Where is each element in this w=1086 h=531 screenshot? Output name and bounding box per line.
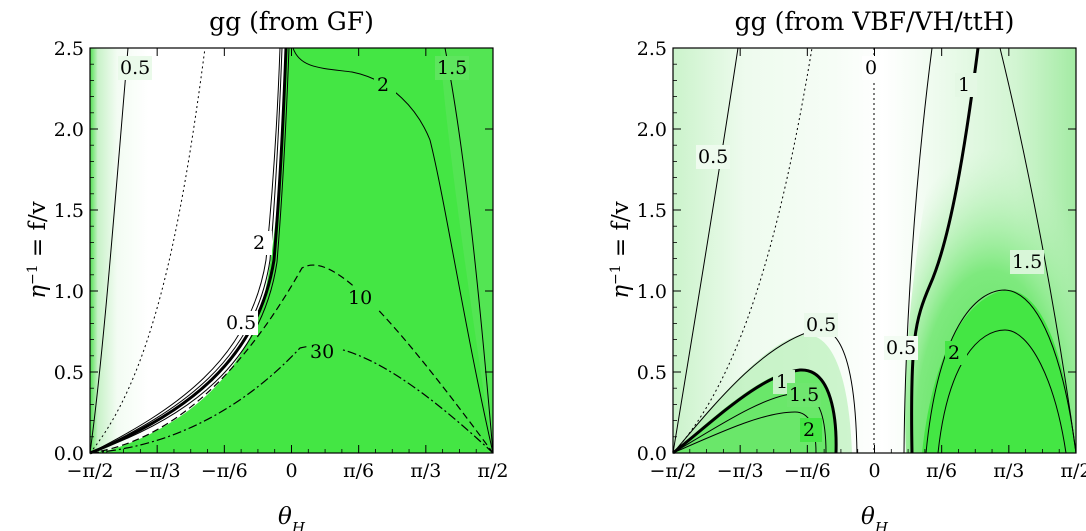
right-label-1.5-lobe: 1.5 <box>789 384 819 406</box>
right-ytick-label: 2.5 <box>637 38 667 60</box>
right-label-1.5-right: 1.5 <box>1012 251 1042 273</box>
right-xlabel: θH <box>861 504 889 531</box>
left-xtick-label: π/3 <box>410 460 441 482</box>
left-ylabel: η−1 = f/v <box>25 201 51 299</box>
right-label-0.5-lobe: 0.5 <box>806 314 836 336</box>
left-label-30: 30 <box>310 341 334 363</box>
right-ytick-label: 1.5 <box>637 200 667 222</box>
left-label-0.5-mid: 0.5 <box>226 312 256 334</box>
right-xtick-label: −π/3 <box>717 460 764 482</box>
left-xtick-label: −π/6 <box>201 460 248 482</box>
left-xtick-label: −π/3 <box>134 460 181 482</box>
right-label-2-lobe: 2 <box>803 419 815 441</box>
left-title: gg (from GF) <box>209 7 374 36</box>
right-label-0.5-top: 0.5 <box>698 146 728 168</box>
right-ytick-label: 2.0 <box>637 119 667 141</box>
left-label-0.5-top: 0.5 <box>120 57 150 79</box>
left-ytick-label: 1.0 <box>54 281 84 303</box>
right-xtick-label: π/3 <box>993 460 1024 482</box>
right-xtick-label: 0 <box>868 460 880 482</box>
left-ytick-label: 2.0 <box>54 119 84 141</box>
right-ytick-label: 1.0 <box>637 281 667 303</box>
right-label-0.5-right: 0.5 <box>886 337 916 359</box>
right-xtick-label: π/2 <box>1061 460 1086 482</box>
right-label-0: 0 <box>865 57 877 79</box>
left-ytick-label: 0.5 <box>54 362 84 384</box>
right-ytick-label: 0.5 <box>637 362 667 384</box>
right-xtick-label: −π/6 <box>784 460 831 482</box>
right-panel: 0 1 0.5 0.5 1 1.5 2 0.5 1.5 2 gg (from V… <box>608 7 1086 531</box>
left-ytick-label: 1.5 <box>54 200 84 222</box>
right-label-1-top: 1 <box>958 74 970 96</box>
right-label-1-lobe: 1 <box>776 371 788 393</box>
right-xtick-label: π/6 <box>926 460 957 482</box>
left-xtick-label: π/6 <box>343 460 374 482</box>
right-label-2-right: 2 <box>948 342 960 364</box>
left-label-10: 10 <box>348 287 372 309</box>
left-label-1.5: 1.5 <box>437 57 467 79</box>
left-xtick-label: π/2 <box>478 460 509 482</box>
right-ylabel: η−1 = f/v <box>608 201 634 299</box>
left-xtick-label: 0 <box>285 460 297 482</box>
left-ytick-label: 0.0 <box>54 443 84 465</box>
left-xlabel: θH <box>278 504 306 531</box>
left-label-2-mid: 2 <box>253 232 265 254</box>
left-ytick-label: 2.5 <box>54 38 84 60</box>
right-title: gg (from VBF/VH/ttH) <box>735 7 1015 36</box>
left-label-2-top: 2 <box>377 74 389 96</box>
left-panel: 0.5 2 0.5 2 1.5 10 30 gg (from GF) −π/2−… <box>25 7 508 531</box>
right-ytick-label: 0.0 <box>637 443 667 465</box>
